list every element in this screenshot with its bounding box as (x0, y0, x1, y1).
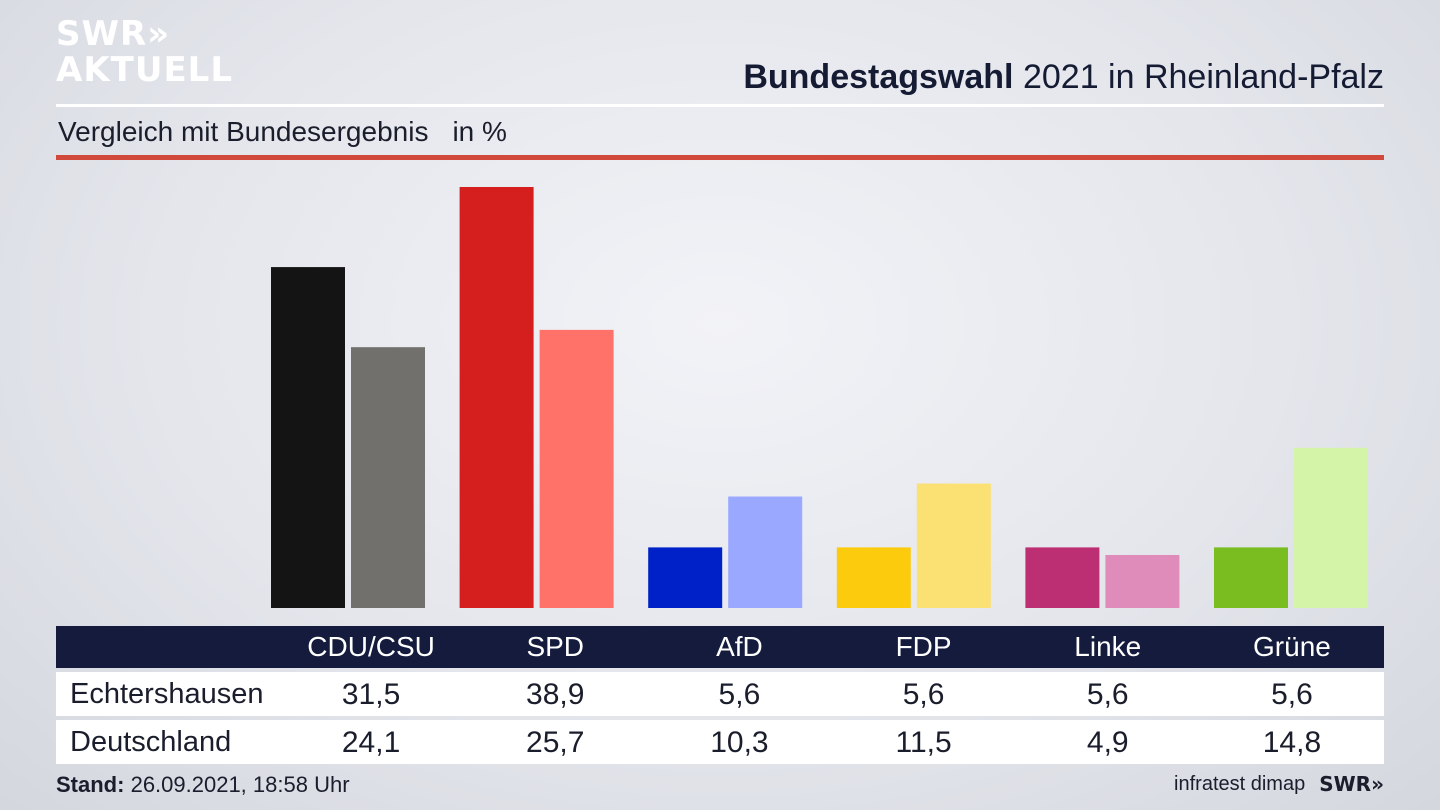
value-cell: 24,1 (341, 726, 401, 759)
source-credit: infratest dimap SWR» (1174, 772, 1384, 796)
value-cell: 10,3 (710, 726, 769, 759)
value-cell: 25,7 (526, 726, 585, 759)
logo-line2: AKTUELL (56, 50, 234, 90)
accent-divider (56, 155, 1384, 160)
header-afd: AfD (716, 631, 763, 662)
swr-aktuell-logo: SWR» AKTUELL (56, 16, 233, 88)
header-fdp: FDP (895, 631, 952, 662)
header-blank (56, 626, 279, 668)
bar-linke-deutschland (1105, 554, 1180, 608)
row-label: Deutschland (70, 726, 232, 758)
timestamp: Stand: 26.09.2021, 18:58 Uhr (56, 772, 350, 798)
value-cell: 5,6 (1271, 678, 1313, 711)
swr-brand: SWR» (1319, 772, 1384, 796)
unit-label: in % (452, 116, 507, 147)
logo-line1: SWR» (56, 14, 171, 54)
header-spd: SPD (526, 631, 585, 662)
bar-gr-ne-echtershausen (1214, 547, 1288, 608)
row-label: Echtershausen (70, 678, 264, 710)
bar-spd-deutschland (539, 329, 614, 608)
table-header-row: CDU/CSU SPD AfD FDP Linke Grüne (56, 626, 1384, 668)
bar-linke-echtershausen (1025, 547, 1100, 608)
bar-fdp-echtershausen (836, 547, 911, 608)
table-row-echtershausen: Echtershausen 31,5 38,9 5,6 5,6 5,6 5,6 (56, 672, 1384, 716)
stand-value: 26.09.2021, 18:58 Uhr (130, 772, 350, 797)
value-cell: 5,6 (902, 678, 945, 711)
results-table: CDU/CSU SPD AfD FDP Linke Grüne Echtersh… (56, 626, 1384, 764)
bar-cdu-csu-echtershausen (271, 267, 345, 608)
bar-gr-ne-deutschland (1294, 447, 1368, 608)
stand-label: Stand: (56, 772, 125, 797)
title-bold: Bundestagswahl (743, 58, 1014, 96)
value-cell: 5,6 (1086, 678, 1129, 711)
table-row-deutschland: Deutschland 24,1 25,7 10,3 11,5 4,9 14,8 (56, 720, 1384, 764)
bar-cdu-csu-deutschland (351, 347, 425, 608)
chart-subtitle: Vergleich mit Bundesergebnis in % (58, 116, 507, 148)
bar-spd-echtershausen (459, 187, 534, 608)
value-cell: 31,5 (341, 678, 401, 711)
value-cell: 4,9 (1086, 726, 1129, 759)
title-divider (56, 104, 1384, 107)
chart-title: Bundestagswahl 2021 in Rheinland-Pfalz (743, 58, 1384, 97)
header-cdu-csu: CDU/CSU (307, 631, 435, 662)
bar-afd-echtershausen (648, 547, 723, 608)
value-cell: 38,9 (526, 678, 585, 711)
subtitle-text: Vergleich mit Bundesergebnis (58, 116, 429, 147)
value-cell: 11,5 (895, 726, 952, 759)
title-rest: 2021 in Rheinland-Pfalz (1022, 58, 1384, 96)
bar-fdp-deutschland (916, 483, 991, 608)
header-gruene: Grüne (1253, 631, 1331, 662)
value-cell: 14,8 (1262, 726, 1322, 759)
header-linke: Linke (1074, 631, 1142, 662)
source-label: infratest dimap (1174, 772, 1306, 795)
bar-chart (271, 187, 1368, 608)
value-cell: 5,6 (718, 678, 761, 711)
bar-afd-deutschland (728, 496, 803, 608)
